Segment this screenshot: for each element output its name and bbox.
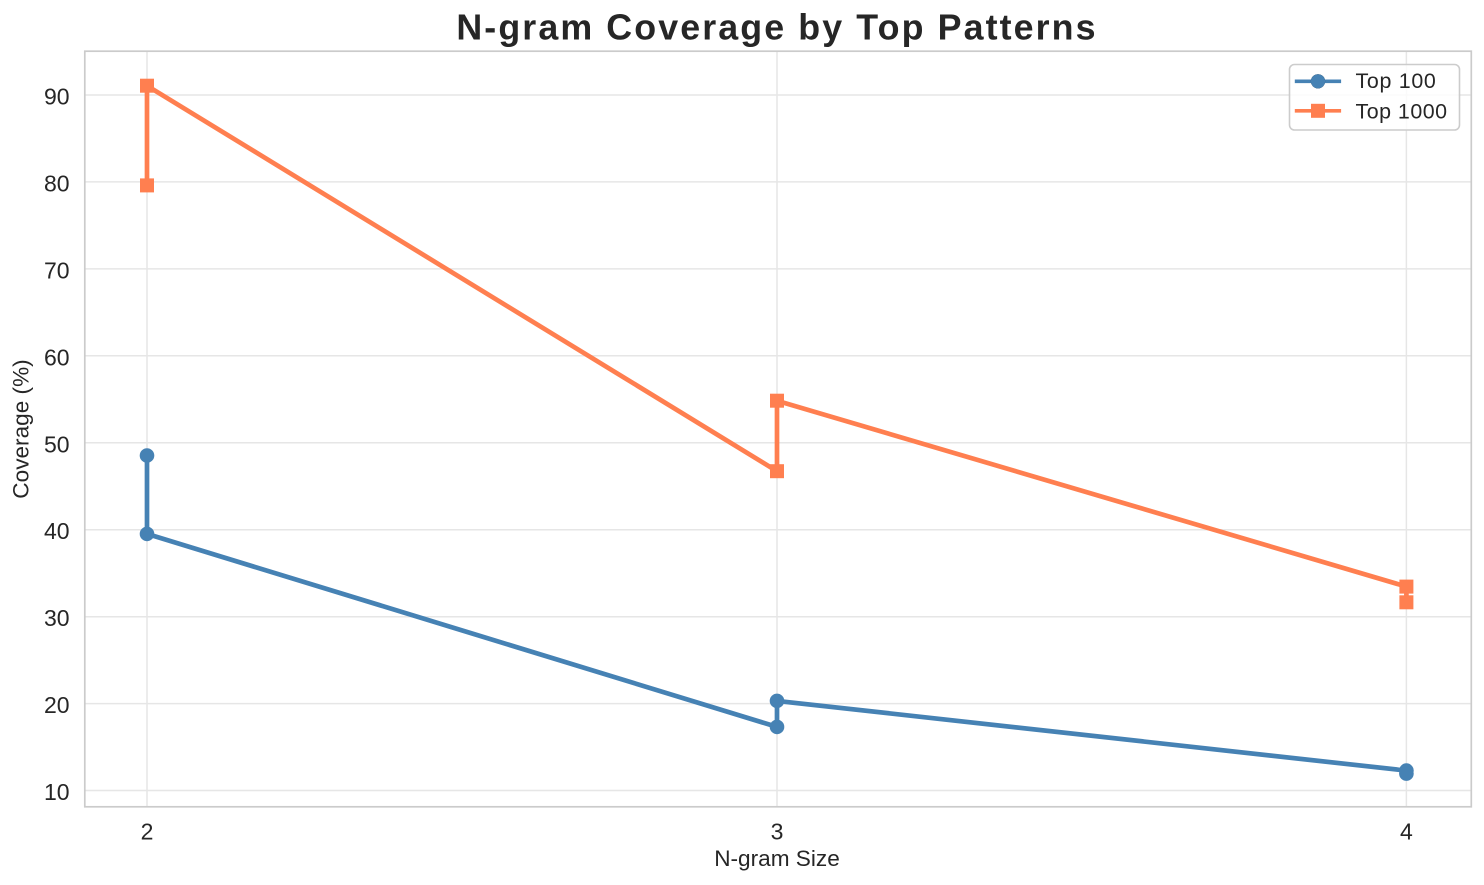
svg-text:90: 90 xyxy=(44,84,70,110)
svg-text:30: 30 xyxy=(44,605,70,631)
svg-text:40: 40 xyxy=(44,518,70,544)
svg-text:N-gram Size: N-gram Size xyxy=(714,846,840,871)
svg-text:50: 50 xyxy=(44,431,70,457)
svg-text:80: 80 xyxy=(44,170,70,196)
svg-text:3: 3 xyxy=(771,819,784,845)
svg-text:60: 60 xyxy=(44,344,70,370)
svg-text:10: 10 xyxy=(44,779,70,805)
svg-text:4: 4 xyxy=(1400,819,1413,845)
svg-text:2: 2 xyxy=(141,819,154,845)
svg-text:N-gram Coverage by Top Pattern: N-gram Coverage by Top Patterns xyxy=(456,7,1097,47)
svg-text:70: 70 xyxy=(44,257,70,283)
svg-text:Top 100: Top 100 xyxy=(1356,69,1437,93)
svg-text:Coverage (%): Coverage (%) xyxy=(9,359,34,498)
svg-text:Top 1000: Top 1000 xyxy=(1356,99,1448,123)
svg-text:20: 20 xyxy=(44,692,70,718)
